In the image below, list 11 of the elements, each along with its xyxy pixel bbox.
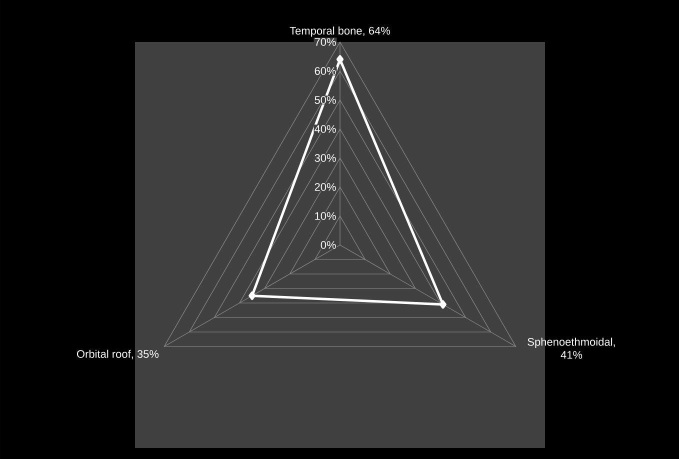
y-tick-label: 20% [314, 183, 336, 191]
spoke-label: Sphenoethmoidal, 41% [528, 338, 615, 359]
y-tick-label: 60% [314, 67, 336, 75]
y-tick-label: 10% [315, 212, 336, 220]
spoke-label: Orbital roof, 35% [76, 350, 159, 360]
y-tick-label: 30% [314, 154, 336, 162]
y-tick-label: 40% [314, 125, 336, 133]
y-tick-label: 70% [314, 38, 336, 46]
y-tick-label: 50% [314, 96, 336, 104]
y-tick-label: 0% [320, 241, 336, 249]
spoke-label: Temporal bone, 64% [290, 26, 390, 37]
